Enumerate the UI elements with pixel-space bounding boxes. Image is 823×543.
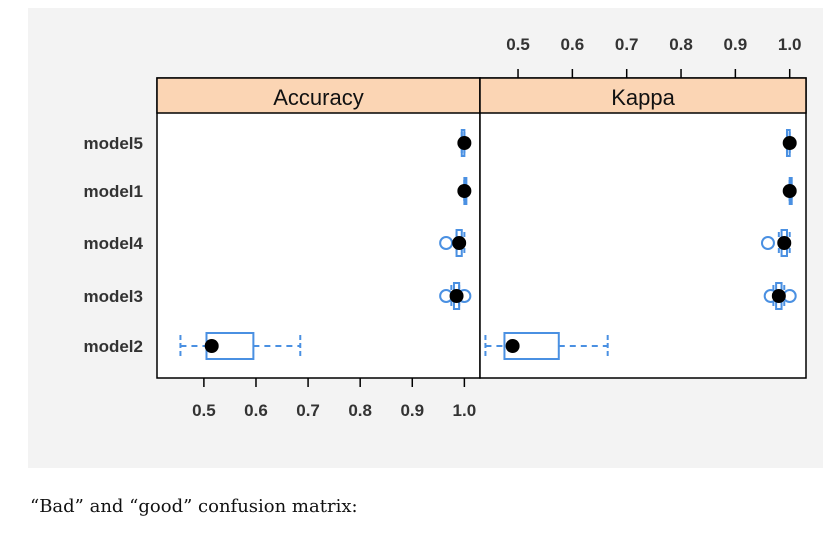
- median-dot-model1: [782, 184, 797, 198]
- x-tick-label-kappa: 0.8: [669, 35, 693, 54]
- median-dot-model5: [782, 136, 797, 150]
- outlier-model4: [760, 236, 775, 250]
- x-tick-label-accuracy: 0.5: [192, 401, 216, 420]
- x-tick-label-kappa: 0.6: [561, 35, 585, 54]
- median-dot-model3: [449, 289, 464, 303]
- y-tick-label: model3: [83, 287, 143, 306]
- caption-text: “Bad” and “good” confusion matrix:: [30, 496, 358, 517]
- x-tick-label-kappa: 1.0: [778, 35, 802, 54]
- median-dot-model2: [505, 339, 520, 353]
- median-dot-model2: [204, 339, 219, 353]
- median-dot-model4: [452, 236, 467, 250]
- strip-kappa: [479, 77, 807, 114]
- x-tick-label-accuracy: 0.9: [400, 401, 424, 420]
- strip-label-kappa: Kappa: [611, 85, 675, 110]
- y-tick-label: model4: [83, 234, 143, 253]
- strip-label-accuracy: Accuracy: [273, 85, 363, 110]
- y-tick-label: model2: [83, 337, 143, 356]
- median-dot-model3: [771, 289, 786, 303]
- x-tick-label-kappa: 0.9: [724, 35, 748, 54]
- x-tick-label-accuracy: 1.0: [453, 401, 477, 420]
- x-tick-label-accuracy: 0.6: [244, 401, 268, 420]
- median-dot-model1: [457, 184, 472, 198]
- x-tick-label-accuracy: 0.7: [296, 401, 320, 420]
- box-model2: [503, 332, 560, 360]
- panel-frame-kappa: [479, 77, 807, 379]
- y-tick-label: model1: [83, 182, 143, 201]
- box-plot-chart: Accuracy 0.5 0.6 0.7 0.8 0.9 1.0 Kappa 0.5 0.6 0.7…: [83, 35, 807, 420]
- median-dot-model5: [457, 136, 472, 150]
- median-dot-model4: [777, 236, 792, 250]
- strip-accuracy: [156, 77, 481, 114]
- x-tick-label-accuracy: 0.8: [348, 401, 372, 420]
- y-tick-label: model5: [83, 134, 143, 153]
- x-tick-label-kappa: 0.5: [506, 35, 530, 54]
- outlier-model4: [439, 236, 454, 250]
- panel-frame-accuracy: [156, 77, 481, 379]
- x-tick-label-kappa: 0.7: [615, 35, 639, 54]
